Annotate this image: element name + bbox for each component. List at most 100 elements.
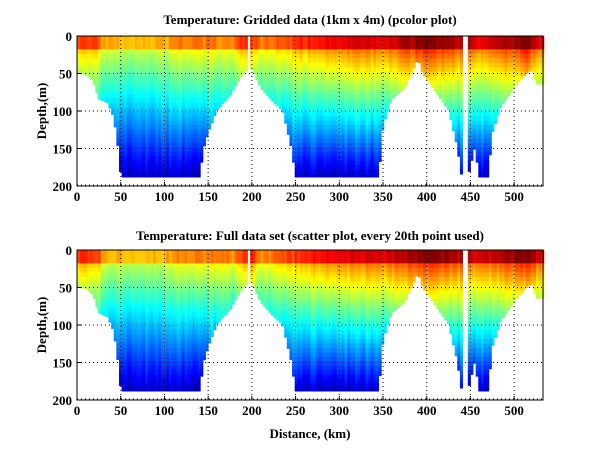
temperature-cell: [143, 58, 146, 63]
temperature-cell: [366, 130, 369, 135]
temperature-cell: [206, 125, 209, 130]
temperature-cell: [308, 170, 311, 175]
temperature-cell: [174, 254, 177, 259]
temperature-cell: [279, 36, 282, 41]
temperature-cell: [135, 103, 138, 108]
temperature-cell: [145, 161, 148, 166]
temperature-cell: [268, 45, 271, 50]
temperature-cell: [135, 72, 138, 77]
temperature-cell: [292, 103, 295, 108]
temperature-cell: [363, 72, 366, 77]
temperature-cell: [258, 58, 261, 63]
temperature-cell: [318, 174, 321, 177]
temperature-cell: [221, 76, 224, 81]
temperature-cell: [185, 357, 188, 362]
temperature-cell: [140, 375, 143, 380]
temperature-cell: [347, 125, 350, 130]
temperature-cell: [300, 58, 303, 63]
temperature-cell: [379, 103, 382, 108]
temperature-cell: [103, 36, 106, 41]
temperature-cell: [211, 98, 214, 103]
temperature-cell: [494, 85, 497, 90]
temperature-cell: [502, 103, 505, 104]
temperature-cell: [392, 81, 395, 86]
temperature-cell: [127, 326, 130, 331]
temperature-cell: [494, 121, 497, 124]
temperature-cell: [219, 36, 222, 41]
temperature-cell: [449, 72, 452, 77]
temperature-cell: [161, 81, 164, 86]
temperature-cell: [381, 63, 384, 68]
temperature-cell: [316, 116, 319, 121]
temperature-cell: [300, 49, 303, 54]
temperature-cell: [116, 335, 119, 340]
temperature-cell: [237, 63, 240, 68]
temperature-cell: [436, 63, 439, 68]
temperature-cell: [444, 98, 447, 103]
temperature-cell: [505, 89, 508, 94]
temperature-cell: [158, 121, 161, 126]
temperature-cell: [103, 85, 106, 90]
temperature-cell: [310, 125, 313, 130]
temperature-cell: [342, 125, 345, 130]
temperature-cell: [211, 40, 214, 45]
temperature-cell: [156, 339, 159, 344]
temperature-cell: [171, 357, 174, 362]
temperature-cell: [276, 49, 279, 54]
temperature-cell: [379, 89, 382, 94]
temperature-cell: [153, 388, 156, 391]
temperature-cell: [455, 67, 458, 72]
temperature-cell: [169, 339, 172, 344]
temperature-cell: [127, 335, 130, 340]
temperature-cell: [161, 174, 164, 177]
temperature-cell: [287, 67, 290, 72]
temperature-cell: [150, 45, 153, 50]
temperature-cell: [360, 63, 363, 68]
temperature-cell: [145, 112, 148, 117]
temperature-cell: [114, 72, 117, 77]
temperature-cell: [177, 254, 180, 259]
temperature-cell: [410, 49, 413, 54]
temperature-cell: [145, 36, 148, 41]
temperature-cell: [229, 67, 232, 72]
temperature-cell: [371, 125, 374, 130]
temperature-cell: [379, 49, 382, 54]
temperature-cell: [195, 54, 198, 59]
temperature-cell: [124, 272, 127, 277]
temperature-cell: [171, 130, 174, 135]
temperature-cell: [177, 281, 180, 286]
temperature-cell: [282, 49, 285, 54]
temperature-cell: [129, 152, 132, 157]
temperature-cell: [108, 49, 111, 54]
temperature-cell: [292, 98, 295, 103]
temperature-cell: [148, 72, 151, 77]
temperature-cell: [140, 89, 143, 94]
temperature-cell: [103, 303, 106, 308]
temperature-cell: [182, 379, 185, 384]
temperature-cell: [255, 49, 258, 54]
temperature-cell: [166, 357, 169, 362]
temperature-cell: [394, 85, 397, 90]
temperature-cell: [135, 36, 138, 41]
temperature-cell: [169, 370, 172, 375]
temperature-cell: [148, 272, 151, 277]
temperature-cell: [460, 134, 463, 139]
temperature-cell: [198, 81, 201, 86]
temperature-cell: [166, 125, 169, 130]
temperature-cell: [318, 134, 321, 139]
temperature-cell: [185, 254, 188, 259]
temperature-cell: [164, 379, 167, 384]
temperature-cell: [237, 54, 240, 59]
temperature-cell: [282, 54, 285, 59]
temperature-cell: [255, 63, 258, 68]
temperature-cell: [355, 72, 358, 77]
temperature-cell: [129, 295, 132, 300]
temperature-cell: [82, 49, 85, 54]
temperature-cell: [473, 112, 476, 117]
temperature-cell: [310, 121, 313, 126]
temperature-cell: [108, 321, 111, 322]
temperature-cell: [185, 339, 188, 344]
temperature-cell: [436, 45, 439, 50]
temperature-cell: [185, 361, 188, 366]
temperature-cell: [345, 165, 348, 170]
